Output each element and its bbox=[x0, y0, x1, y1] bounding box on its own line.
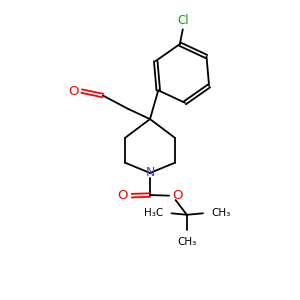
Text: H₃C: H₃C bbox=[144, 208, 163, 218]
Text: O: O bbox=[68, 85, 79, 98]
Text: O: O bbox=[172, 189, 183, 202]
Text: N: N bbox=[145, 167, 155, 179]
Text: Cl: Cl bbox=[177, 14, 189, 27]
Text: O: O bbox=[118, 189, 128, 202]
Text: CH₃: CH₃ bbox=[177, 237, 196, 247]
Text: CH₃: CH₃ bbox=[212, 208, 231, 218]
